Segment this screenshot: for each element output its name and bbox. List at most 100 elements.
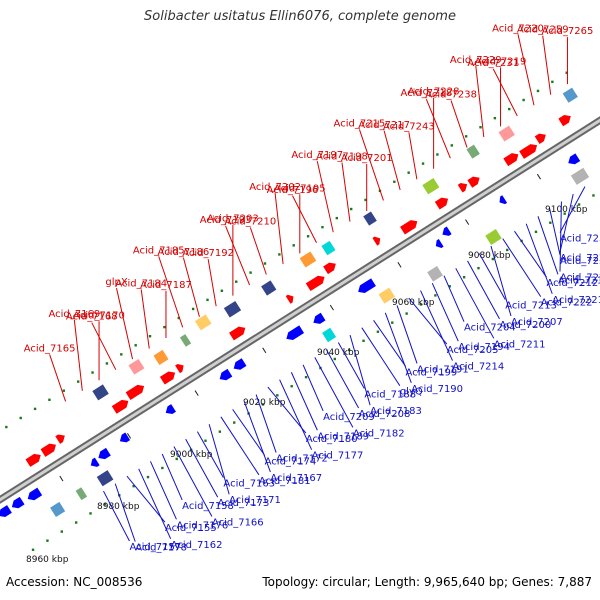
forward-gene	[434, 197, 449, 210]
gene-label: Acid_7233	[560, 256, 600, 267]
label-connector	[243, 401, 271, 473]
feature-track	[0, 87, 590, 518]
gc-marker	[549, 221, 552, 224]
gc-marker	[191, 307, 195, 311]
rna-feature	[498, 125, 515, 142]
label-connector	[220, 416, 260, 476]
label-connector	[549, 208, 561, 256]
rna-feature	[363, 211, 377, 226]
gene-label: Acid_7201	[341, 153, 393, 164]
gc-marker	[62, 389, 66, 392]
gene-label: Acid_7207	[511, 317, 563, 328]
label-connector	[525, 223, 553, 294]
gc-marker	[46, 539, 49, 542]
gc-marker	[278, 253, 281, 256]
gc-marker	[276, 394, 279, 397]
gc-marker	[292, 244, 295, 247]
rna-feature	[153, 349, 169, 365]
label-connector	[408, 297, 448, 345]
tick-mark	[127, 433, 132, 439]
gene-label: Acid_7186	[158, 247, 210, 258]
tick-label: 8960 kbp	[26, 555, 69, 565]
reverse-gene	[499, 195, 508, 205]
reverse-gene	[98, 447, 111, 460]
gene-label: Acid_7259	[517, 25, 569, 36]
genome-summary: Topology: circular; Length: 9,965,640 bp…	[262, 575, 592, 589]
reverse-gene	[119, 432, 131, 443]
label-connector	[490, 245, 512, 317]
forward-gene	[305, 275, 325, 292]
gc-marker	[290, 385, 293, 388]
label-connector	[116, 287, 134, 360]
gc-marker	[76, 380, 80, 383]
gc-marker	[563, 212, 566, 215]
gc-marker	[304, 375, 308, 379]
label-connector	[255, 394, 277, 453]
gene-label: Acid_7170	[73, 310, 125, 321]
forward-gene	[467, 176, 480, 188]
gene-label: Acid_7155	[165, 523, 217, 534]
gc-marker	[120, 353, 123, 356]
gene-label: Acid_7231	[467, 58, 519, 69]
label-connector	[420, 290, 453, 361]
gene-label: Acid_7194	[458, 342, 510, 353]
label-connector	[408, 132, 418, 180]
tick-label: 9080 kbp	[468, 251, 511, 261]
gc-marker-track	[5, 71, 595, 551]
tick-mark	[194, 390, 199, 396]
gene-label: Acid_7237	[560, 234, 600, 245]
gc-marker	[220, 289, 224, 292]
label-connector	[279, 379, 313, 450]
gc-marker	[103, 503, 107, 506]
label-connector	[302, 364, 324, 412]
label-connector	[502, 238, 542, 297]
forward-gene	[125, 384, 145, 400]
gene-label: Acid_7218	[400, 88, 452, 99]
reverse-gene	[286, 325, 305, 341]
gene-label: Acid_7217	[358, 120, 410, 131]
reverse-gene	[568, 153, 581, 165]
label-connector	[542, 35, 552, 95]
forward-gene	[400, 220, 418, 235]
label-connector	[290, 372, 318, 431]
gene-label: Acid_7178	[135, 543, 187, 554]
label-connector	[514, 230, 547, 278]
gene-label: Acid_7199	[406, 367, 458, 378]
gene-label: Acid_7187	[140, 280, 192, 291]
label-connector	[232, 409, 266, 456]
reverse-gene	[442, 226, 452, 236]
gene-label: Acid_7190	[411, 384, 463, 395]
gc-marker	[91, 371, 94, 374]
gene-label: Acid_7219	[475, 56, 527, 67]
reverse-gene	[11, 496, 25, 509]
rna-feature	[299, 251, 317, 268]
forward-gene	[111, 399, 129, 414]
gene-label: Acid_7163	[223, 479, 275, 490]
forward-gene	[558, 114, 571, 127]
gc-marker	[235, 280, 238, 283]
gc-marker	[146, 475, 150, 479]
gene-label: Acid_7222	[541, 298, 593, 309]
gene-label: Acid_7173	[218, 498, 270, 509]
gc-marker	[233, 421, 236, 424]
reverse-gene	[358, 278, 376, 294]
forward-gene	[534, 133, 546, 144]
forward-gene	[25, 453, 41, 467]
label-connector	[517, 34, 535, 106]
gc-marker	[448, 285, 451, 288]
gene-labels: Acid_7265Acid_7259Acid_7220Acid_7231Acid…	[24, 23, 600, 553]
gc-marker	[592, 194, 595, 197]
label-connector	[149, 461, 177, 520]
label-connector	[138, 468, 172, 539]
gc-marker	[391, 321, 394, 324]
gc-marker	[333, 357, 336, 361]
gc-marker	[491, 257, 495, 261]
rna-feature	[261, 280, 277, 296]
rna-feature	[50, 501, 66, 518]
backbone	[0, 118, 600, 502]
label-connector	[559, 201, 562, 272]
reverse-gene	[27, 487, 43, 501]
label-connector	[396, 305, 418, 364]
rna-feature	[422, 178, 440, 195]
gc-marker	[577, 203, 581, 206]
